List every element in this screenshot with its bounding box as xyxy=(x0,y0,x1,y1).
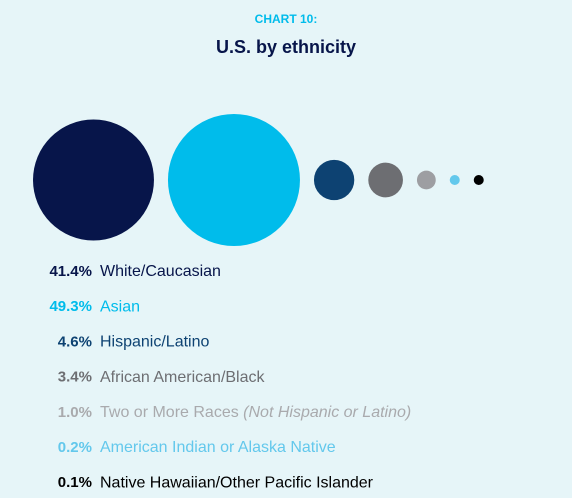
category-label: Native Hawaiian/Other Pacific Islander xyxy=(100,474,374,491)
value-label: 3.4% xyxy=(58,369,92,386)
bubble xyxy=(449,175,460,185)
value-label: 4.6% xyxy=(58,333,92,350)
value-label: 0.1% xyxy=(58,474,92,491)
bubble xyxy=(32,119,154,241)
bubble xyxy=(313,159,355,201)
value-label: 1.0% xyxy=(58,404,92,421)
category-label: African American/Black xyxy=(100,369,266,386)
category-label: Asian xyxy=(100,298,140,315)
bubble xyxy=(416,170,436,190)
category-label: American Indian or Alaska Native xyxy=(100,439,336,456)
value-label: 0.2% xyxy=(58,439,92,456)
category-label: White/Caucasian xyxy=(100,263,221,280)
chart-label: CHART 10: xyxy=(255,12,318,26)
category-label: Two or More Races (Not Hispanic or Latin… xyxy=(100,404,411,421)
bubble xyxy=(167,114,300,246)
value-label: 41.4% xyxy=(49,263,92,280)
bubble xyxy=(368,162,403,198)
value-label: 49.3% xyxy=(49,298,92,315)
category-label: Hispanic/Latino xyxy=(100,334,210,351)
chart-title: U.S. by ethnicity xyxy=(216,37,356,57)
bubble xyxy=(473,175,484,185)
